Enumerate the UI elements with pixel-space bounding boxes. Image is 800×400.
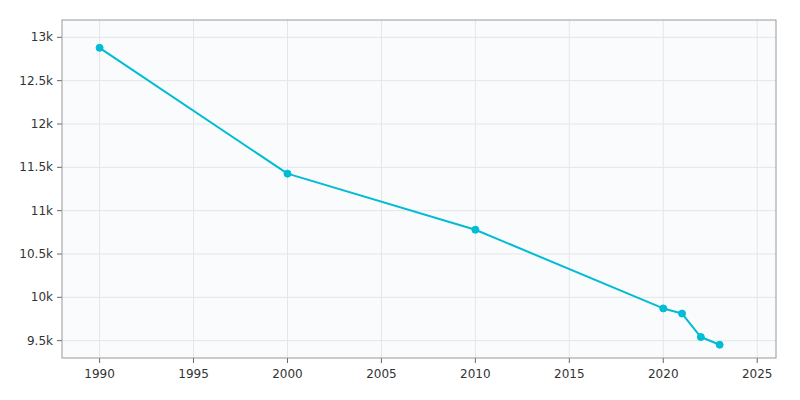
y-grid-line bbox=[62, 167, 776, 168]
x-tick bbox=[381, 358, 382, 363]
x-tick-label: 2015 bbox=[554, 367, 585, 381]
y-grid-line bbox=[62, 37, 776, 38]
marker bbox=[284, 170, 291, 177]
y-tick-label: 13k bbox=[31, 30, 53, 44]
y-tick-label: 12.5k bbox=[19, 74, 53, 88]
x-grid-line bbox=[757, 20, 758, 358]
y-grid-line bbox=[62, 124, 776, 125]
y-tick bbox=[57, 167, 62, 168]
y-tick-label: 11k bbox=[31, 204, 53, 218]
y-grid-line bbox=[62, 297, 776, 298]
marker bbox=[697, 334, 704, 341]
x-tick bbox=[193, 358, 194, 363]
y-tick bbox=[57, 80, 62, 81]
chart: 1990 1995 2000 2005 2010 2015 2020 2025 9.5k 10k 1… bbox=[0, 0, 800, 400]
x-grid-line bbox=[287, 20, 288, 358]
line bbox=[100, 48, 720, 345]
marker bbox=[716, 341, 723, 348]
plot-background bbox=[62, 20, 776, 358]
y-tick bbox=[57, 210, 62, 211]
x-grid-line bbox=[475, 20, 476, 358]
y-tick-label: 9.5k bbox=[27, 334, 53, 348]
plot-frame bbox=[62, 20, 776, 358]
y-grid-line bbox=[62, 210, 776, 211]
y-tick bbox=[57, 340, 62, 341]
y-tick bbox=[57, 37, 62, 38]
x-tick bbox=[475, 358, 476, 363]
x-tick-label: 2025 bbox=[742, 367, 773, 381]
axes: 1990 1995 2000 2005 2010 2015 2020 2025 9.5k 10k 1… bbox=[19, 20, 776, 381]
y-grid-line bbox=[62, 80, 776, 81]
y-tick-label: 12k bbox=[31, 117, 53, 131]
grid bbox=[62, 20, 776, 358]
marker bbox=[472, 226, 479, 233]
y-tick bbox=[57, 297, 62, 298]
chart-container: 1990 1995 2000 2005 2010 2015 2020 2025 9.5k 10k 1… bbox=[0, 0, 800, 400]
x-tick-label: 2020 bbox=[648, 367, 679, 381]
y-tick-label: 10.5k bbox=[19, 247, 53, 261]
x-tick bbox=[99, 358, 100, 363]
x-tick-label: 2000 bbox=[272, 367, 303, 381]
x-grid-line bbox=[381, 20, 382, 358]
y-tick bbox=[57, 124, 62, 125]
x-grid-line bbox=[193, 20, 194, 358]
x-grid-line bbox=[99, 20, 100, 358]
y-grid-line bbox=[62, 254, 776, 255]
series bbox=[96, 44, 723, 348]
marker bbox=[96, 44, 103, 51]
y-tick bbox=[57, 254, 62, 255]
x-tick bbox=[757, 358, 758, 363]
y-tick-label: 11.5k bbox=[19, 160, 53, 174]
x-tick-label: 1990 bbox=[84, 367, 115, 381]
x-tick-label: 1995 bbox=[178, 367, 209, 381]
x-tick-label: 2005 bbox=[366, 367, 397, 381]
x-tick bbox=[663, 358, 664, 363]
x-tick bbox=[287, 358, 288, 363]
marker bbox=[660, 305, 667, 312]
x-tick-label: 2010 bbox=[460, 367, 491, 381]
x-grid-line bbox=[569, 20, 570, 358]
y-tick-label: 10k bbox=[31, 290, 53, 304]
y-grid-line bbox=[62, 340, 776, 341]
marker bbox=[679, 310, 686, 317]
x-tick bbox=[569, 358, 570, 363]
